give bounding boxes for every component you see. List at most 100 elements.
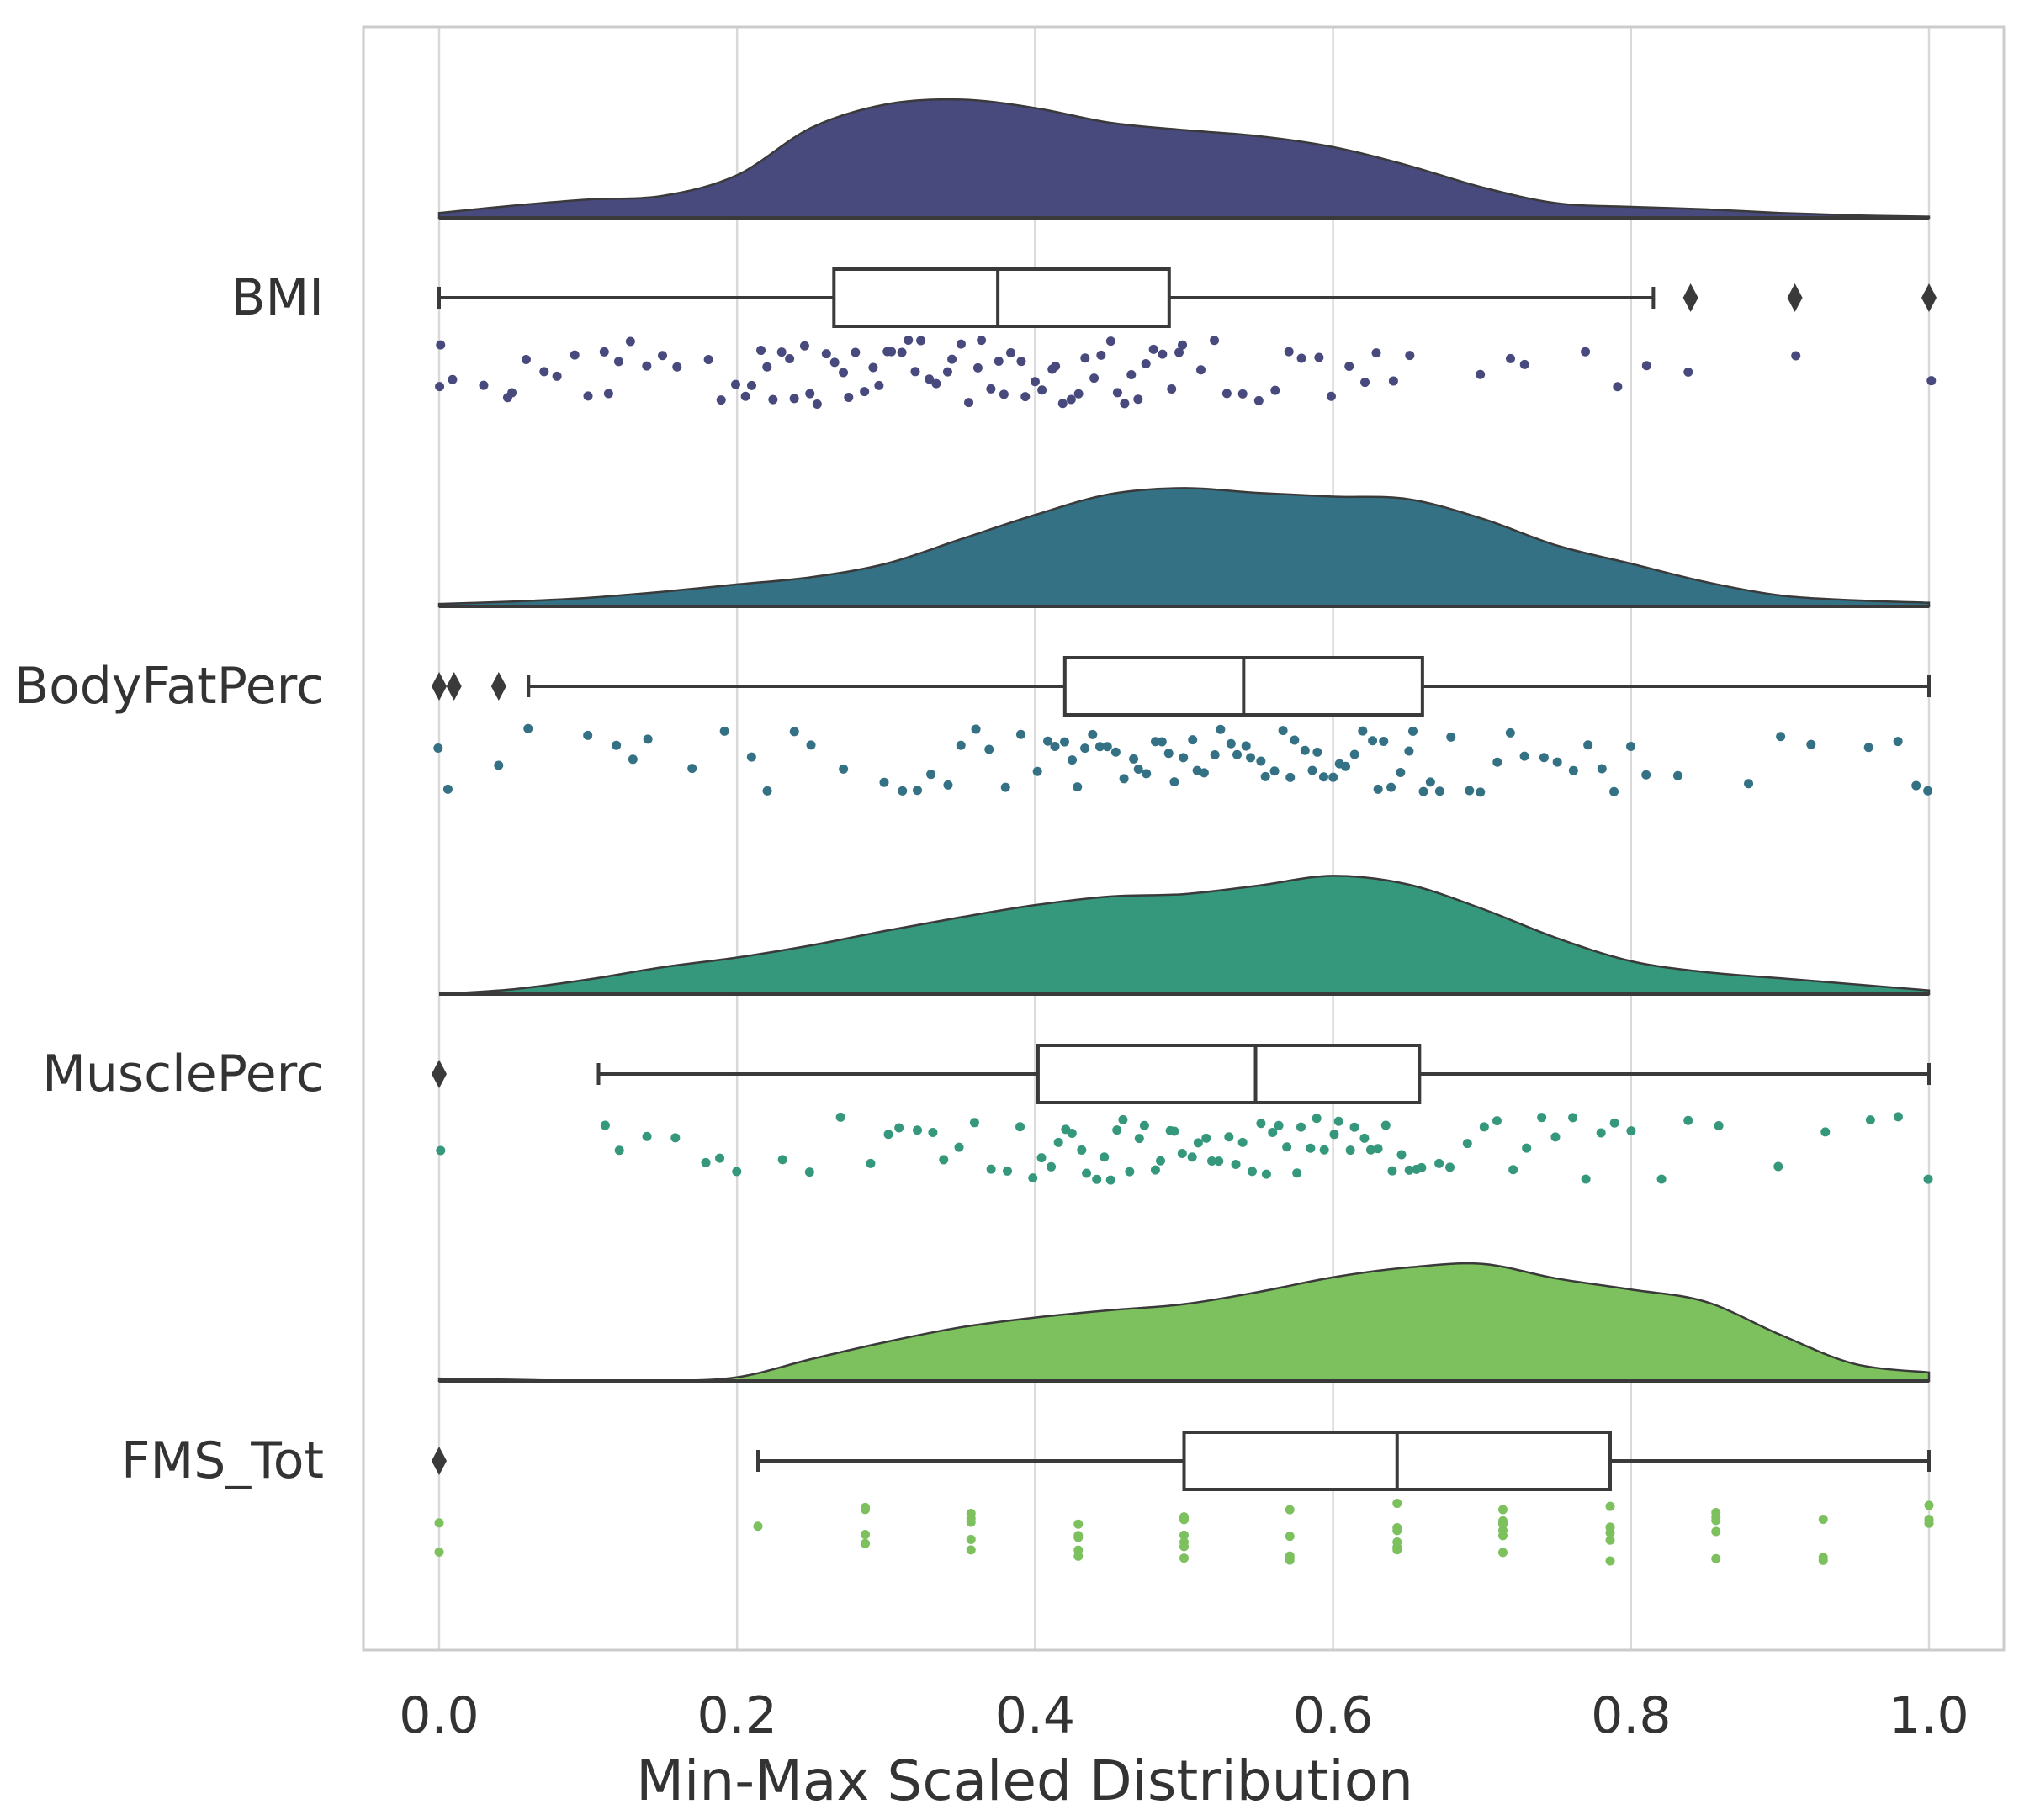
rain-point-bmi (479, 380, 489, 390)
rain-point-muscleperc (1187, 1152, 1197, 1162)
rain-point-bmi (1314, 352, 1324, 362)
rain-point-bmi (916, 336, 926, 346)
rain-point-bodyfatperc (1446, 732, 1456, 742)
density-cloud-bmi (437, 98, 1931, 220)
rain-point-bodyfatperc (1568, 765, 1578, 775)
rain-point-bodyfatperc (1000, 782, 1010, 792)
rain-point-bmi (1360, 378, 1370, 388)
rain-point-fms_tot (753, 1521, 763, 1532)
rain-point-muscleperc (1522, 1143, 1532, 1153)
rain-point-bmi (776, 347, 787, 357)
rain-point-bodyfatperc (926, 770, 936, 780)
rain-point-fms_tot (1073, 1545, 1084, 1555)
rain-point-bodyfatperc (1246, 753, 1256, 763)
rain-point-muscleperc (804, 1167, 814, 1177)
rain-point-muscleperc (1373, 1144, 1383, 1154)
rain-point-muscleperc (1206, 1156, 1216, 1167)
rain-point-bodyfatperc (1349, 749, 1359, 759)
rain-point-bodyfatperc (1232, 749, 1243, 759)
rain-point-muscleperc (1714, 1120, 1724, 1130)
rain-point-bodyfatperc (1241, 741, 1251, 751)
rain-point-muscleperc (1387, 1166, 1397, 1176)
rain-point-bodyfatperc (1163, 749, 1174, 759)
rain-point-muscleperc (1292, 1168, 1302, 1178)
rain-point-bodyfatperc (898, 786, 908, 796)
rain-point-bmi (956, 339, 966, 349)
rain-point-bmi (1105, 336, 1115, 347)
rain-point-bmi (1613, 382, 1623, 392)
rain-point-bodyfatperc (1776, 732, 1786, 742)
rain-point-fms_tot (1179, 1553, 1189, 1563)
box-bmi (832, 267, 1171, 328)
rain-point-bodyfatperc (1142, 769, 1152, 779)
rain-point-bodyfatperc (971, 724, 981, 734)
rain-point-bodyfatperc (433, 743, 443, 754)
rain-point-bodyfatperc (687, 764, 697, 774)
rain-point-muscleperc (1077, 1145, 1087, 1155)
rain-point-muscleperc (1082, 1168, 1092, 1178)
rain-point-bmi (599, 347, 609, 357)
rain-point-muscleperc (1333, 1116, 1343, 1126)
rain-point-bodyfatperc (1893, 737, 1903, 747)
rain-point-bmi (1581, 347, 1591, 357)
rain-point-bmi (730, 379, 740, 389)
outlier-marker-bodyfatperc (490, 672, 506, 701)
rain-point-muscleperc (1047, 1161, 1057, 1172)
rain-point-muscleperc (1445, 1162, 1455, 1172)
rain-point-bodyfatperc (1032, 766, 1042, 776)
rain-point-fms_tot (966, 1545, 976, 1555)
rain-point-muscleperc (1380, 1120, 1391, 1130)
rain-point-bmi (570, 350, 580, 360)
rain-point-muscleperc (1312, 1114, 1322, 1124)
rain-point-bmi (972, 362, 983, 373)
rain-point-bodyfatperc (643, 734, 653, 744)
rain-point-bmi (1926, 376, 1937, 386)
density-cloud-muscleperc (438, 875, 1931, 996)
rain-point-bodyfatperc (1102, 742, 1112, 752)
rain-point-bodyfatperc (839, 764, 849, 774)
rain-point-bodyfatperc (913, 786, 923, 796)
rain-point-bodyfatperc (1188, 735, 1198, 745)
rain-point-muscleperc (1092, 1174, 1102, 1184)
rain-point-muscleperc (1923, 1174, 1933, 1184)
rain-point-bmi (799, 341, 809, 351)
rain-point-bodyfatperc (1597, 764, 1607, 774)
rain-point-bmi (1296, 353, 1306, 363)
rain-point-muscleperc (1112, 1125, 1122, 1135)
rain-point-fms_tot (1179, 1530, 1189, 1540)
x-tick-label: 0.8 (1591, 1686, 1671, 1745)
rain-point-muscleperc (1550, 1132, 1561, 1142)
rain-point-bodyfatperc (628, 754, 638, 765)
y-tick-labels: BMI BodyFatPerc MusclePerc FMS_Tot (14, 268, 324, 1490)
box-plots (432, 267, 1937, 1491)
rain-point-fms_tot (1924, 1515, 1934, 1525)
rain-point-muscleperc (715, 1153, 725, 1163)
rain-point-muscleperc (1492, 1116, 1502, 1126)
rain-point-bmi (1030, 377, 1040, 387)
rain-point-bmi (448, 374, 458, 384)
rain-point-bodyfatperc (1358, 726, 1368, 736)
plot-frame (362, 25, 2006, 1652)
x-tick-label: 0.2 (697, 1686, 776, 1745)
rain-point-bodyfatperc (1269, 766, 1280, 776)
rain-point-bmi (805, 389, 815, 399)
rain-point-bmi (947, 354, 957, 364)
rain-point-muscleperc (835, 1112, 845, 1122)
rain-point-bodyfatperc (612, 740, 622, 750)
rain-point-fms_tot (1497, 1505, 1508, 1515)
rain-point-bodyfatperc (1368, 736, 1378, 746)
rain-point-bodyfatperc (1609, 786, 1619, 796)
rain-point-fms_tot (1392, 1545, 1402, 1555)
rain-point-bmi (1210, 336, 1220, 346)
rain-point-bodyfatperc (1169, 777, 1179, 787)
rain-point-bodyfatperc (1119, 774, 1129, 784)
rain-point-muscleperc (1282, 1142, 1292, 1152)
rain-point-muscleperc (1193, 1138, 1203, 1148)
rain-point-bmi (1073, 389, 1084, 399)
rain-point-bmi (1388, 376, 1398, 386)
outlier-marker-bodyfatperc (446, 672, 462, 701)
rain-point-bmi (1791, 351, 1801, 361)
rain-point-bmi (1284, 347, 1294, 357)
rain-point-bodyfatperc (1465, 786, 1475, 796)
rain-point-muscleperc (1865, 1115, 1875, 1125)
